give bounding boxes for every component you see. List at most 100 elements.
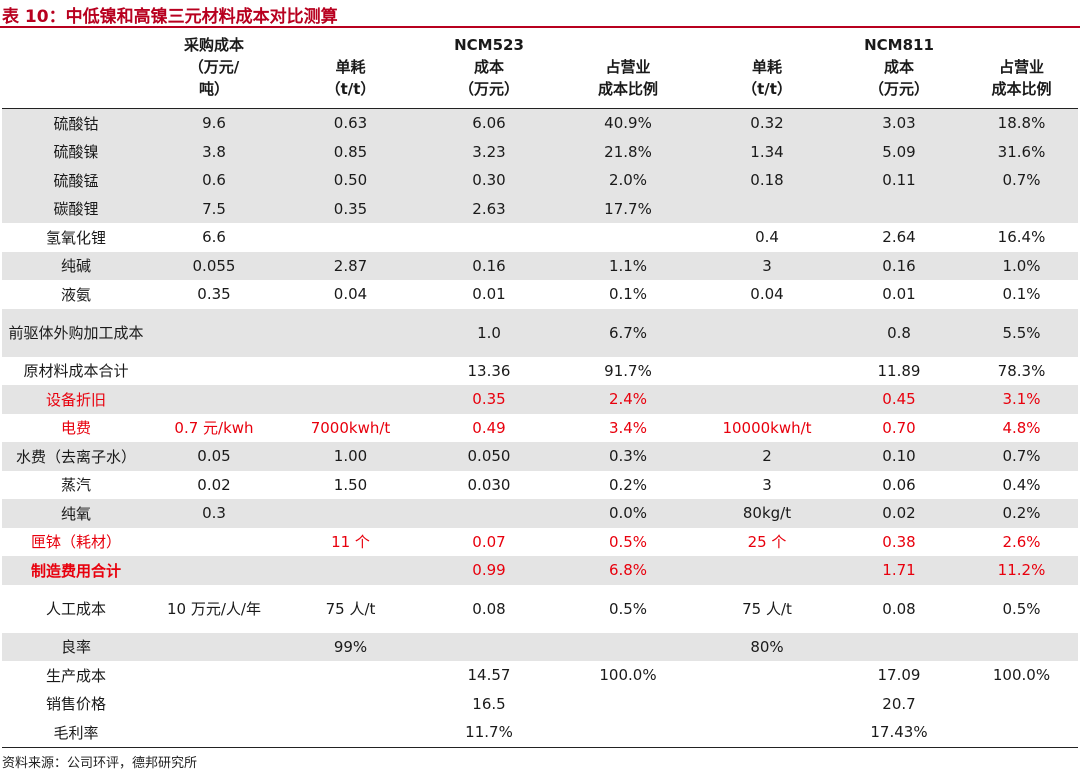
share-523-cell: 3.4% — [608, 418, 648, 437]
unit-consumption-523-cell: 0.04 — [333, 285, 368, 304]
share-811-cell — [965, 632, 1078, 661]
cost-811-cell: 17.43% — [833, 718, 965, 748]
cost-523-cell: 1.0 — [423, 308, 555, 357]
table-row: 氢氧化锂 6.6 0.4 2.64 16.4% — [2, 223, 1078, 252]
unit-consumption-811-cell — [701, 718, 833, 748]
cost-523-cell: 0.35 — [423, 385, 555, 414]
share-811-cell — [965, 690, 1078, 719]
unit-consumption-811-cell: 3 — [701, 251, 833, 280]
table-row: 硫酸锰 0.6 0.50 0.30 2.0% 0.18 0.11 0.7% — [2, 166, 1078, 195]
share-523-cell: 91.7% — [604, 361, 652, 380]
share-523-cell — [555, 690, 701, 719]
unit-consumption-523-cell — [278, 718, 423, 748]
table-row: 原材料成本合计 13.36 91.7% 11.89 78.3% — [2, 357, 1078, 386]
cost-811-cell: 0.16 — [833, 251, 965, 280]
unit-consumption-523-cell — [278, 223, 423, 252]
share-811-cell: 100.0% — [992, 666, 1051, 685]
row-label-cell: 蒸汽 — [60, 476, 91, 495]
table-row: 碳酸锂 7.5 0.35 2.63 17.7% — [2, 194, 1078, 223]
cost-523-cell: 0.16 — [423, 251, 555, 280]
table-row: 销售价格 16.5 20.7 — [2, 690, 1078, 719]
unit-consumption-523-cell — [278, 661, 423, 690]
cost-523-cell: 0.030 — [467, 475, 511, 494]
purchase-cost-cell: 0.02 — [197, 475, 231, 494]
row-label-cell: 纯碱 — [2, 251, 150, 280]
row-label-cell: 制造费用合计 — [2, 556, 150, 585]
share-523-cell: 0.5% — [608, 532, 648, 551]
purchase-cost-cell — [150, 385, 278, 414]
row-label-cell: 液氨 — [60, 285, 91, 304]
share-811-cell: 31.6% — [965, 137, 1078, 166]
purchase-cost-cell: 7.5 — [150, 194, 278, 223]
title-bar: 表 10：中低镍和高镍三元材料成本对比测算 — [0, 0, 1080, 28]
header-purchase-cost-line1: 采购成本 — [183, 36, 244, 54]
share-523-cell — [555, 632, 701, 661]
row-label-cell: 原材料成本合计 — [23, 362, 129, 381]
unit-consumption-811-cell — [701, 357, 833, 386]
share-523-cell: 1.1% — [555, 251, 701, 280]
unit-consumption-811-cell: 0.4 — [755, 228, 779, 247]
row-label-cell: 硫酸钴 — [2, 108, 150, 138]
row-label-cell: 硫酸镍 — [2, 137, 150, 166]
row-label-cell: 电费 — [60, 419, 91, 438]
share-523-cell: 0.1% — [608, 285, 648, 304]
cost-811-cell: 1.71 — [833, 556, 965, 585]
purchase-cost-cell — [150, 690, 278, 719]
cost-811-cell: 20.7 — [882, 694, 916, 713]
cost-811-cell: 3.03 — [833, 108, 965, 138]
purchase-cost-cell: 9.6 — [150, 108, 278, 138]
table-row: 电费 0.7 元/kwh 7000kwh/t 0.49 3.4% 10000kwh/t 0.… — [2, 414, 1078, 443]
unit-consumption-811-cell: 0.18 — [701, 166, 833, 195]
share-523-cell: 100.0% — [599, 666, 657, 685]
cost-523-cell — [423, 499, 555, 528]
share-523-cell: 21.8% — [555, 137, 701, 166]
purchase-cost-cell: 0.05 — [150, 442, 278, 471]
share-811-cell: 0.7% — [965, 442, 1078, 471]
purchase-cost-cell — [150, 308, 278, 357]
row-label-cell: 匣钵（耗材） — [30, 533, 121, 552]
table-row: 设备折旧 0.35 2.4% 0.45 3.1% — [2, 385, 1078, 414]
purchase-cost-cell — [150, 718, 278, 748]
purchase-cost-cell: 6.6 — [202, 228, 226, 247]
unit-consumption-811-cell — [701, 556, 833, 585]
cost-523-cell: 0.08 — [472, 599, 506, 618]
header-unit-consumption-811: 单耗 （t/t） — [701, 56, 833, 109]
share-811-cell: 5.5% — [965, 308, 1078, 357]
share-523-cell: 2.0% — [555, 166, 701, 195]
row-label-cell: 氢氧化锂 — [45, 228, 106, 247]
cost-811-cell: 11.89 — [877, 361, 921, 380]
share-523-cell: 40.9% — [555, 108, 701, 138]
row-label-cell: 良率 — [2, 632, 150, 661]
unit-consumption-811-cell: 2 — [701, 442, 833, 471]
row-label-cell: 销售价格 — [45, 695, 106, 714]
row-label-cell: 碳酸锂 — [2, 194, 150, 223]
table-row: 制造费用合计 0.99 6.8% 1.71 11.2% — [2, 556, 1078, 585]
share-811-cell: 0.5% — [1002, 599, 1041, 618]
cost-811-cell: 0.02 — [833, 499, 965, 528]
cost-523-cell: 14.57 — [467, 666, 511, 685]
cost-comparison-table: 采购成本 NCM523 NCM811 （万元/吨） 单耗 （t/t） 成本 （万元）… — [2, 30, 1078, 748]
row-label-cell: 设备折旧 — [2, 385, 150, 414]
table-row: 人工成本 10 万元/人/年 75 人/t 0.08 0.5% 75 人/t 0.08 0.5… — [2, 585, 1078, 633]
purchase-cost-cell: 0.6 — [150, 166, 278, 195]
unit-consumption-523-cell: 0.85 — [278, 137, 423, 166]
header-cost-523: 成本 （万元） — [423, 56, 555, 109]
share-523-cell: 6.8% — [555, 556, 701, 585]
cost-523-cell: 6.06 — [423, 108, 555, 138]
share-811-cell: 3.1% — [965, 385, 1078, 414]
share-811-cell — [965, 194, 1078, 223]
table-row: 生产成本 14.57 100.0% 17.09 100.0% — [2, 661, 1078, 690]
unit-consumption-811-cell: 1.34 — [701, 137, 833, 166]
table-title: 表 10：中低镍和高镍三元材料成本对比测算 — [2, 7, 338, 27]
unit-consumption-811-cell: 80kg/t — [701, 499, 833, 528]
table-row: 硫酸镍 3.8 0.85 3.23 21.8% 1.34 5.09 31.6% — [2, 137, 1078, 166]
row-label-cell: 毛利率 — [2, 718, 150, 748]
unit-consumption-811-cell: 3 — [762, 475, 772, 494]
table-row: 纯碱 0.055 2.87 0.16 1.1% 3 0.16 1.0% — [2, 251, 1078, 280]
header-unit-consumption-523: 单耗 （t/t） — [278, 56, 423, 109]
unit-consumption-523-cell: 0.35 — [278, 194, 423, 223]
header-share-811: 占营业 成本比例 — [965, 56, 1078, 109]
header-ncm811: NCM811 — [864, 36, 934, 54]
header-share-523: 占营业 成本比例 — [555, 56, 701, 109]
